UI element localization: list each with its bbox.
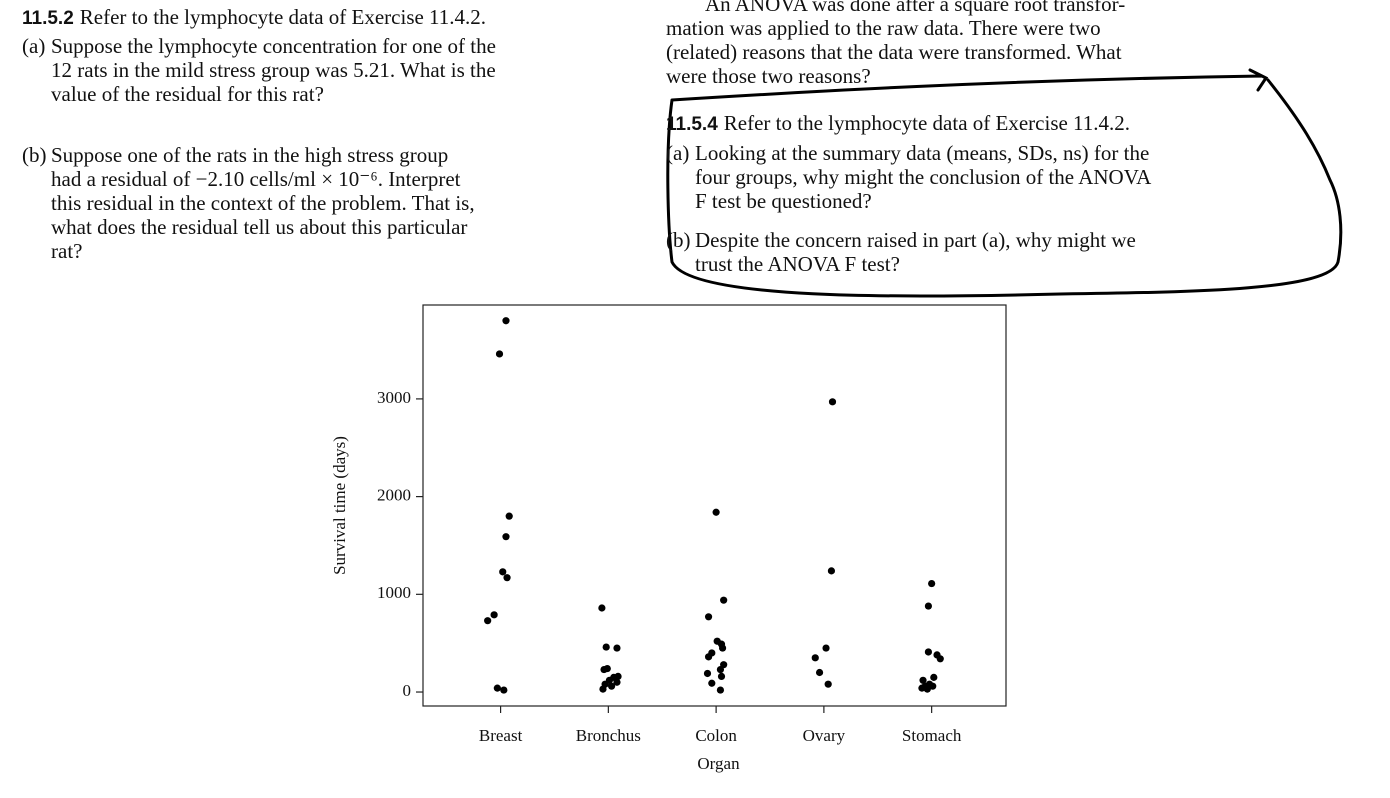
point [605, 676, 614, 684]
point [500, 686, 508, 694]
point [827, 567, 836, 575]
point [928, 579, 936, 588]
y-axis-label: Survival time (days) [330, 436, 349, 575]
part-line: had a residual of −2.10 cells/ml × 10⁻⁶.… [51, 167, 461, 191]
part-line: Looking at the summary data (means, SDs,… [695, 141, 1150, 165]
part-line: value of the residual for this rat? [51, 82, 324, 106]
text-line: An ANOVA was done after a square root tr… [705, 0, 1126, 16]
point [484, 617, 492, 625]
part-line: what does the residual tell us about thi… [51, 215, 468, 239]
point [599, 685, 607, 693]
exercise-intro: Refer to the lymphocyte data of Exercise… [79, 5, 487, 29]
exercise-header: 11.5.4 Refer to the lymphocyte data of Ex… [666, 111, 1130, 137]
part-line: four groups, why might the conclusion of… [695, 165, 1152, 189]
handwritten-loop [666, 68, 1343, 298]
point [614, 672, 622, 680]
point [607, 682, 616, 690]
exercise-intro: Refer to the lymphocyte data of Exercise… [723, 111, 1131, 135]
part-line: Suppose one of the rats in the high stre… [51, 143, 449, 167]
part-line: 12 rats in the mild stress group was 5.2… [51, 58, 496, 82]
part-line: rat? [51, 239, 83, 263]
point [930, 673, 938, 681]
part-label: (b) [666, 228, 691, 252]
point [499, 568, 507, 576]
y-tick-label: 0 [403, 681, 412, 700]
point [811, 654, 819, 662]
point [720, 596, 728, 604]
point [704, 613, 713, 621]
point [502, 317, 510, 325]
x-tick-label: Stomach [902, 726, 962, 745]
point [919, 676, 927, 684]
point [929, 682, 937, 690]
point [716, 665, 725, 674]
x-axis-label: Organ [697, 754, 740, 773]
y-tick-label: 2000 [377, 486, 411, 505]
point [493, 684, 501, 692]
point [717, 672, 726, 680]
exercise-number: 11.5.4 [666, 114, 718, 135]
point [924, 602, 933, 610]
text-line: (related) reasons that the data were tra… [666, 40, 1122, 64]
text-line: mation was applied to the raw data. Ther… [666, 16, 1101, 40]
part-line: this residual in the context of the prob… [51, 191, 475, 215]
point [936, 655, 944, 663]
point [495, 350, 504, 358]
point [718, 644, 727, 652]
y-tick-label: 1000 [377, 583, 411, 602]
part-line: Despite the concern raised in part (a), … [695, 228, 1136, 252]
point [603, 664, 611, 673]
point [613, 644, 621, 652]
point [602, 643, 610, 651]
part-line: trust the ANOVA F test? [695, 252, 900, 276]
exercise-header: 11.5.2 Refer to the lymphocyte data of Ex… [22, 5, 486, 31]
point [822, 644, 830, 652]
plot-frame [422, 304, 1007, 707]
part-label: (b) [22, 143, 47, 167]
point [824, 680, 832, 688]
x-tick-label: Breast [479, 726, 523, 745]
x-tick-label: Colon [695, 726, 737, 745]
text-line: were those two reasons? [666, 64, 871, 88]
exercise-number: 11.5.2 [22, 8, 74, 29]
y-tick-label: 3000 [377, 388, 411, 407]
x-tick-label: Ovary [803, 726, 846, 745]
point [503, 574, 511, 582]
point [704, 653, 713, 661]
point [613, 678, 621, 686]
point [921, 682, 929, 690]
part-line: F test be questioned? [695, 189, 872, 213]
part-label: (a) [666, 141, 690, 165]
point [502, 533, 510, 541]
point [712, 508, 720, 516]
point [716, 686, 725, 694]
point [703, 669, 712, 678]
part-label: (a) [22, 34, 46, 58]
point [490, 611, 498, 619]
point [815, 668, 824, 677]
part-line: Suppose the lymphocyte concentration for… [51, 34, 496, 58]
point [598, 604, 606, 612]
point [924, 648, 933, 656]
x-tick-label: Bronchus [576, 726, 641, 745]
point [828, 398, 837, 406]
point [505, 512, 513, 520]
point [708, 679, 716, 687]
